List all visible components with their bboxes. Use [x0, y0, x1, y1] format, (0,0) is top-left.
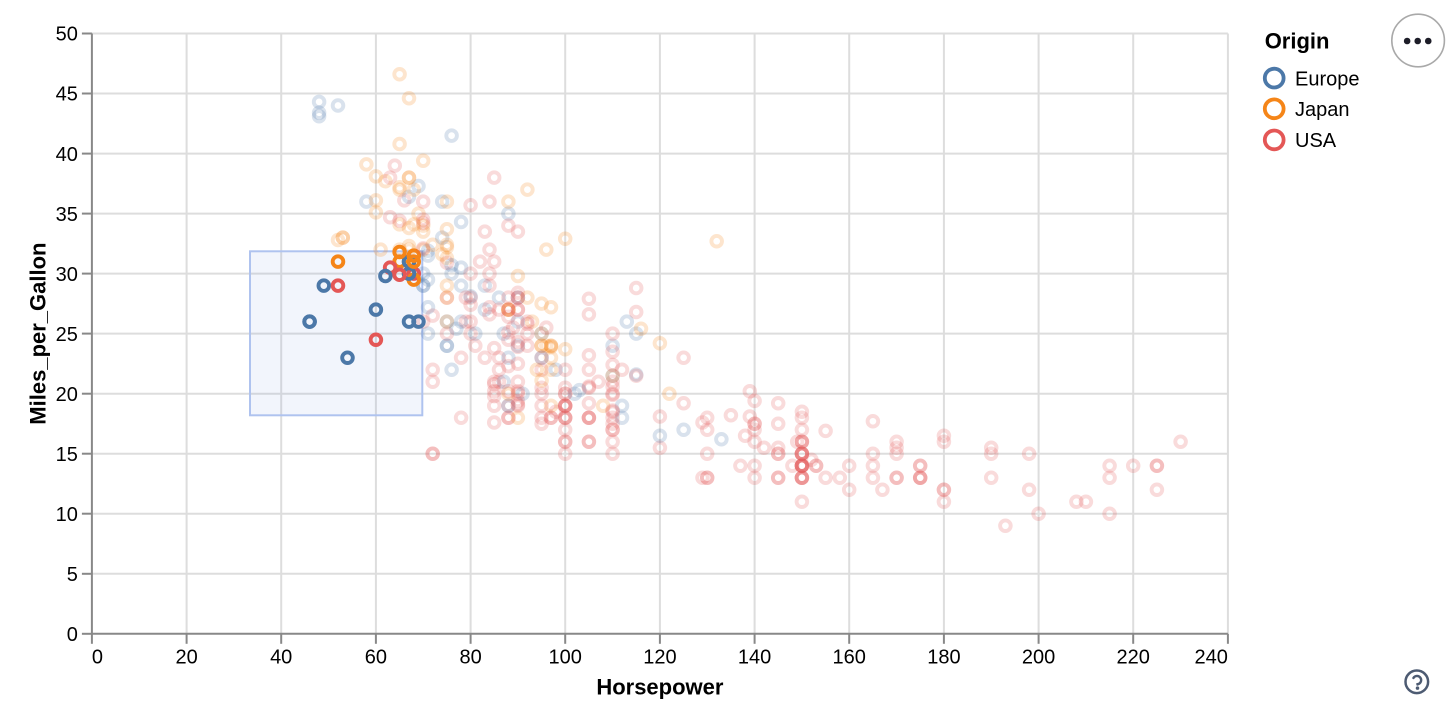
svg-text:Europe: Europe [1295, 68, 1360, 90]
svg-text:120: 120 [643, 647, 676, 669]
svg-text:30: 30 [56, 264, 78, 286]
svg-text:40: 40 [270, 647, 292, 669]
svg-text:Miles_per_Gallon: Miles_per_Gallon [26, 243, 51, 425]
svg-text:100: 100 [549, 647, 582, 669]
svg-text:Horsepower: Horsepower [596, 675, 724, 700]
svg-text:240: 240 [1195, 647, 1228, 669]
svg-text:20: 20 [56, 384, 78, 406]
svg-text:20: 20 [175, 647, 197, 669]
svg-text:15: 15 [56, 444, 78, 466]
svg-text:USA: USA [1295, 130, 1337, 152]
svg-text:160: 160 [833, 647, 866, 669]
svg-text:180: 180 [927, 647, 960, 669]
svg-text:40: 40 [56, 144, 78, 166]
svg-text:200: 200 [1022, 647, 1055, 669]
svg-text:5: 5 [67, 564, 78, 586]
svg-text:Origin: Origin [1265, 29, 1330, 54]
svg-text:10: 10 [56, 504, 78, 526]
svg-text:220: 220 [1117, 647, 1150, 669]
svg-text:0: 0 [67, 624, 78, 646]
svg-text:0: 0 [92, 647, 103, 669]
svg-text:25: 25 [56, 324, 78, 346]
svg-text:45: 45 [56, 84, 78, 106]
svg-text:35: 35 [56, 204, 78, 226]
svg-text:80: 80 [459, 647, 481, 669]
svg-text:Japan: Japan [1295, 99, 1350, 121]
svg-text:140: 140 [738, 647, 771, 669]
svg-text:60: 60 [365, 647, 387, 669]
svg-text:50: 50 [56, 24, 78, 46]
